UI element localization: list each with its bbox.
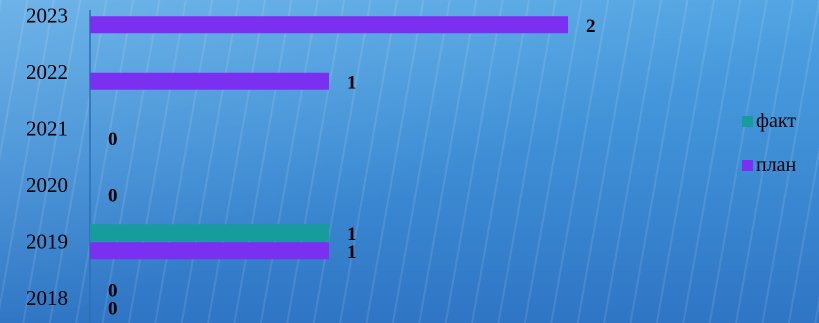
y-tick-label-2021: 2021: [26, 116, 68, 140]
legend-label-fact: факт: [756, 109, 797, 132]
data-label-plan-2022: 1: [347, 72, 357, 93]
legend-item-fact: факт: [742, 108, 796, 134]
data-label-plan-2018: 0: [108, 298, 118, 319]
y-tick-label-2018: 2018: [26, 286, 68, 310]
y-tick-label-2019: 2019: [26, 229, 68, 253]
data-label-plan-2021: 0: [108, 129, 118, 150]
legend-item-plan: план: [742, 152, 796, 178]
bar-plan-2019: [90, 242, 329, 260]
bar-plan-2022: [90, 72, 329, 90]
y-tick-label-2022: 2022: [26, 60, 68, 84]
chart-legend: факт план: [742, 108, 796, 196]
bar-fact-2019: [90, 224, 329, 242]
data-label-fact-2019: 1: [347, 224, 357, 245]
y-tick-label-2023: 2023: [26, 3, 68, 27]
legend-swatch-fact: [742, 115, 753, 127]
data-label-plan-2019: 1: [347, 242, 357, 263]
legend-swatch-plan: [742, 159, 753, 171]
y-tick-label-2020: 2020: [26, 173, 68, 197]
data-label-plan-2023: 2: [586, 16, 596, 37]
bar-plan-2023: [90, 16, 568, 34]
legend-label-plan: план: [756, 153, 797, 176]
data-label-fact-2018: 0: [108, 280, 118, 301]
data-label-plan-2020: 0: [108, 185, 118, 206]
